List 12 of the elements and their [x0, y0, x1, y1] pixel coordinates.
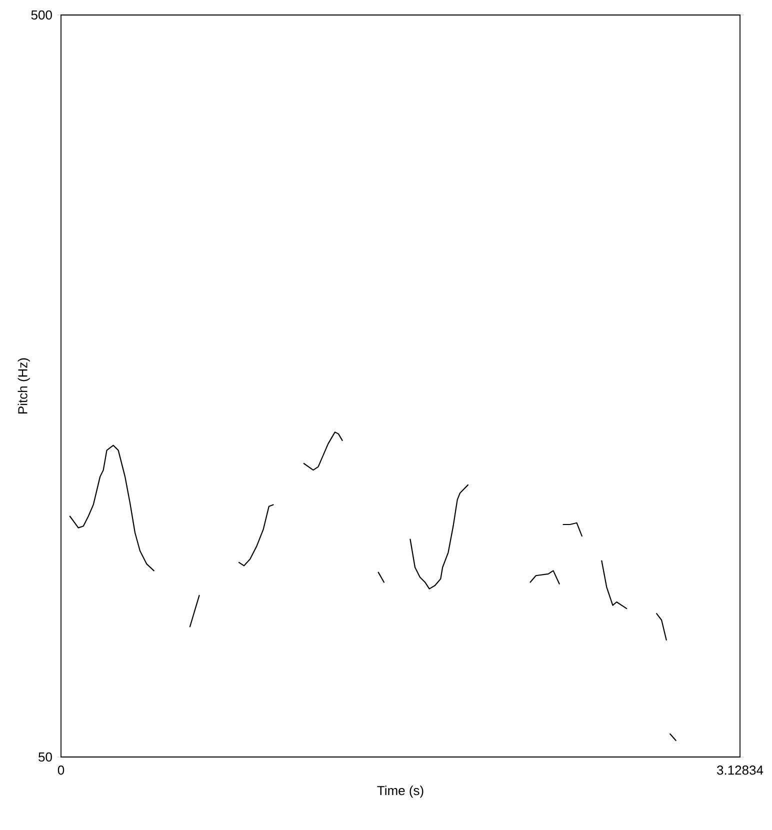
line-series — [69, 444, 154, 572]
line-series — [530, 570, 560, 584]
y-tick-label: 50 — [38, 752, 52, 762]
line-series — [238, 504, 274, 566]
x-axis-title: Time (s) — [377, 786, 424, 798]
y-axis-title: Pitch (Hz) — [18, 358, 30, 414]
line-series — [601, 560, 628, 610]
line-series — [410, 484, 469, 590]
x-tick-label: 3.12834 — [717, 766, 764, 775]
y-tick-label: 500 — [31, 10, 52, 20]
x-tick-label: 0 — [58, 766, 64, 775]
line-series — [303, 432, 343, 471]
